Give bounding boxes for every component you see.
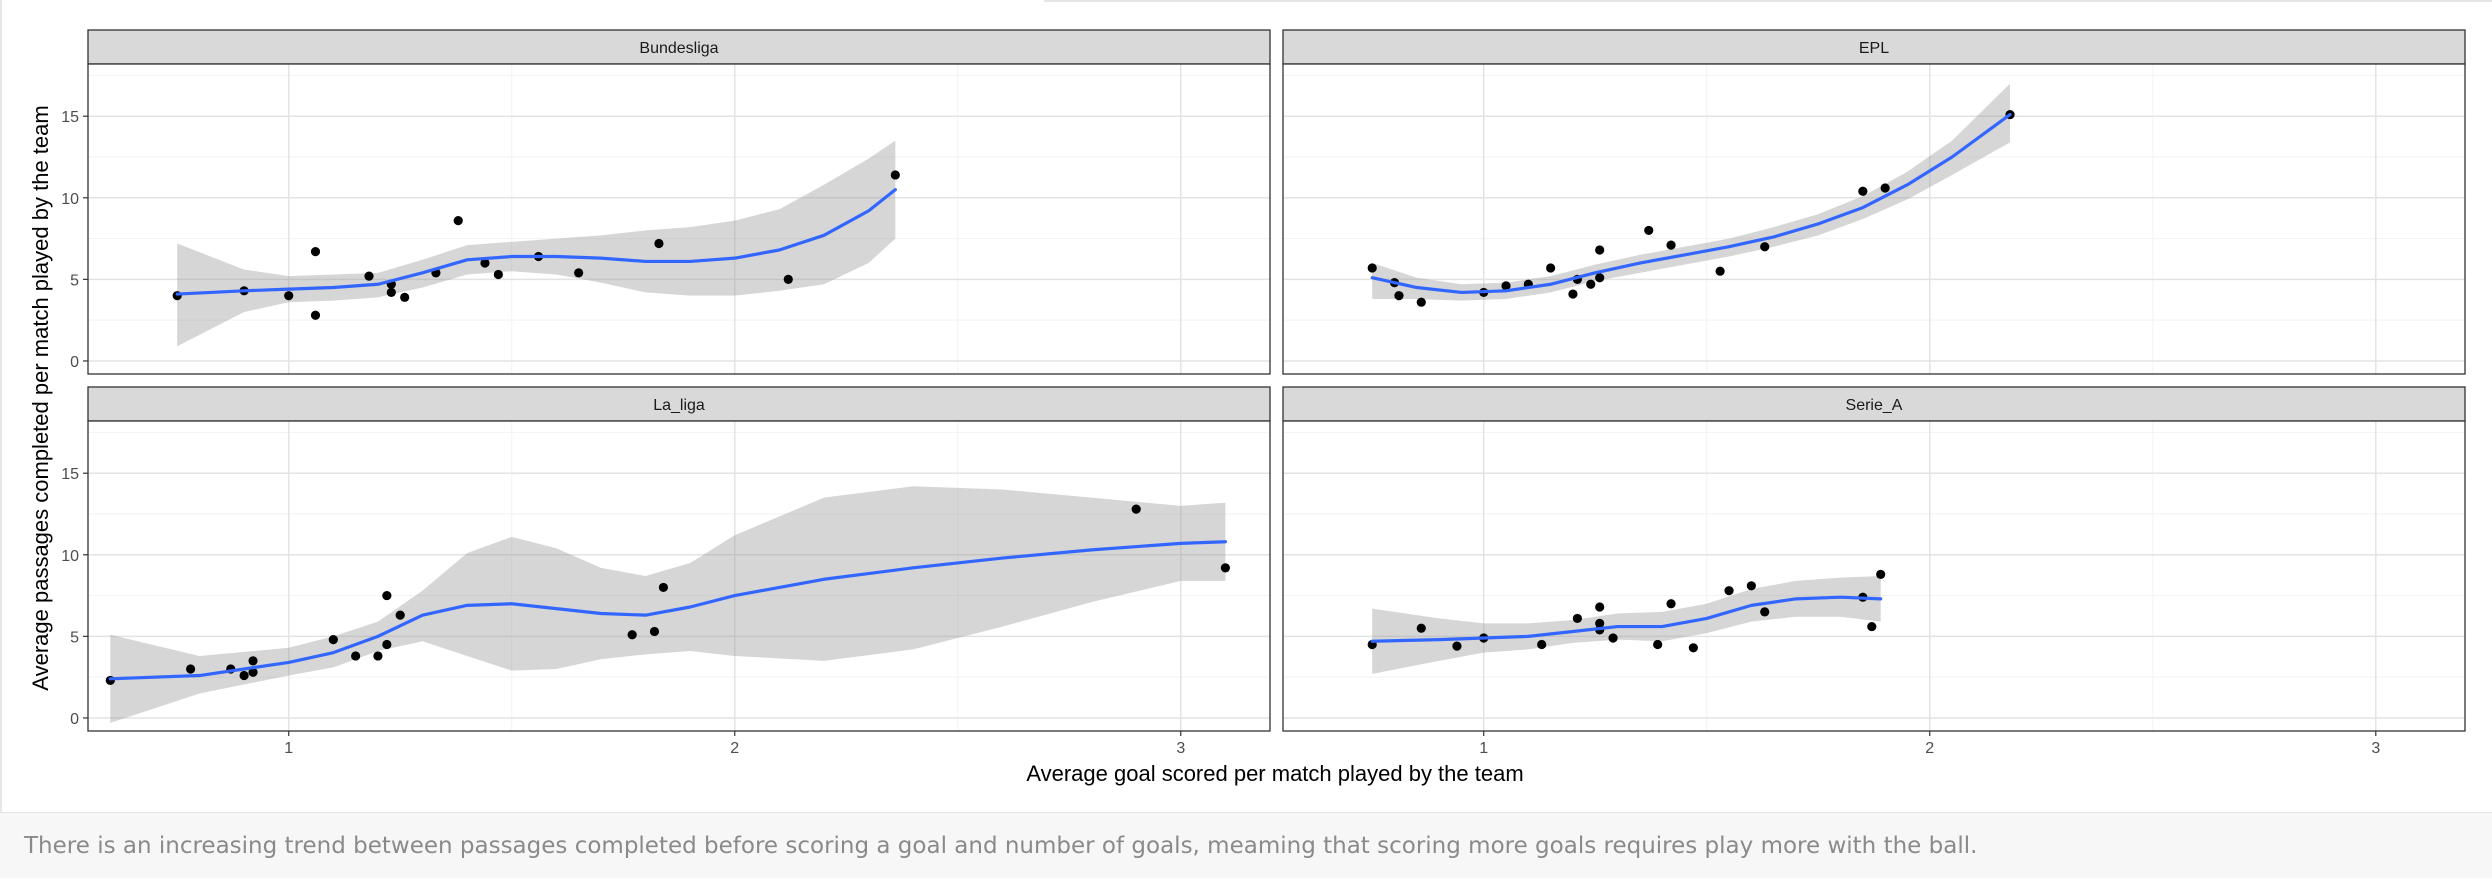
data-point — [1716, 267, 1725, 276]
panel-background — [1283, 421, 2465, 731]
y-tick-label: 15 — [61, 109, 79, 126]
data-point — [654, 239, 663, 248]
panel-title: La_liga — [653, 397, 705, 414]
data-point — [1417, 624, 1426, 633]
data-point — [1644, 226, 1653, 235]
data-point — [891, 170, 900, 179]
y-tick-label: 10 — [61, 548, 79, 565]
data-point — [400, 293, 409, 302]
x-tick-label: 3 — [1176, 740, 1185, 757]
panel-title: Bundesliga — [639, 40, 718, 57]
data-point — [1876, 570, 1885, 579]
panel-epl: EPL — [1283, 30, 2465, 374]
data-point — [1595, 273, 1604, 282]
panel-background — [1283, 64, 2465, 374]
x-tick-label: 1 — [284, 740, 293, 757]
caption-bar: There is an increasing trend between pas… — [0, 812, 2492, 878]
data-point — [1595, 602, 1604, 611]
data-point — [628, 630, 637, 639]
data-point — [1546, 263, 1555, 272]
data-point — [1724, 586, 1733, 595]
data-point — [1452, 642, 1461, 651]
data-point — [659, 583, 668, 592]
panel-bundesliga: Bundesliga 0 5 10 15 — [61, 30, 1270, 374]
y-tick-label: 0 — [70, 711, 79, 728]
y-tick-label: 15 — [61, 466, 79, 483]
y-axis-title: Average passages completed per match pla… — [28, 105, 53, 690]
data-point — [382, 591, 391, 600]
panel-serie-a: Serie_A 1 2 3 — [1283, 387, 2465, 757]
data-point — [454, 216, 463, 225]
data-point — [1747, 581, 1756, 590]
data-point — [1760, 607, 1769, 616]
caption-text: There is an increasing trend between pas… — [24, 833, 1977, 859]
data-point — [1666, 241, 1675, 250]
data-point — [387, 288, 396, 297]
y-tick-label: 0 — [70, 354, 79, 371]
data-point — [1573, 614, 1582, 623]
x-tick-label: 2 — [1925, 740, 1934, 757]
data-point — [1595, 245, 1604, 254]
data-point — [248, 656, 257, 665]
data-point — [186, 664, 195, 673]
data-point — [1858, 187, 1867, 196]
data-point — [574, 268, 583, 277]
panel-background — [88, 64, 1270, 374]
data-point — [650, 627, 659, 636]
data-point — [284, 291, 293, 300]
data-point — [396, 611, 405, 620]
data-point — [329, 635, 338, 644]
panel-title: Serie_A — [1846, 397, 1903, 414]
panel-title: EPL — [1859, 40, 1889, 57]
data-point — [1368, 263, 1377, 272]
y-tick-label: 10 — [61, 191, 79, 208]
data-point — [351, 651, 360, 660]
data-point — [784, 275, 793, 284]
x-axis-title: Average goal scored per match played by … — [1026, 761, 1523, 786]
data-point — [1608, 633, 1617, 642]
data-point — [1586, 280, 1595, 289]
data-point — [1653, 640, 1662, 649]
data-point — [240, 671, 249, 680]
data-point — [1221, 563, 1230, 572]
data-point — [364, 272, 373, 281]
data-point — [1666, 599, 1675, 608]
y-tick-label: 5 — [70, 629, 79, 646]
data-point — [1867, 622, 1876, 631]
x-tick-label: 1 — [1479, 740, 1488, 757]
panel-la-liga: La_liga 0 5 10 15 1 2 3 — [61, 387, 1270, 757]
data-point — [1394, 291, 1403, 300]
data-point — [494, 270, 503, 279]
x-tick-label: 2 — [730, 740, 739, 757]
data-point — [1568, 289, 1577, 298]
data-point — [311, 247, 320, 256]
data-point — [1132, 505, 1141, 514]
data-point — [1760, 242, 1769, 251]
x-tick-label: 3 — [2371, 740, 2380, 757]
data-point — [1881, 183, 1890, 192]
y-tick-label: 5 — [70, 272, 79, 289]
data-point — [311, 311, 320, 320]
data-point — [382, 640, 391, 649]
data-point — [373, 651, 382, 660]
data-point — [1417, 298, 1426, 307]
data-point — [1689, 643, 1698, 652]
data-point — [1537, 640, 1546, 649]
